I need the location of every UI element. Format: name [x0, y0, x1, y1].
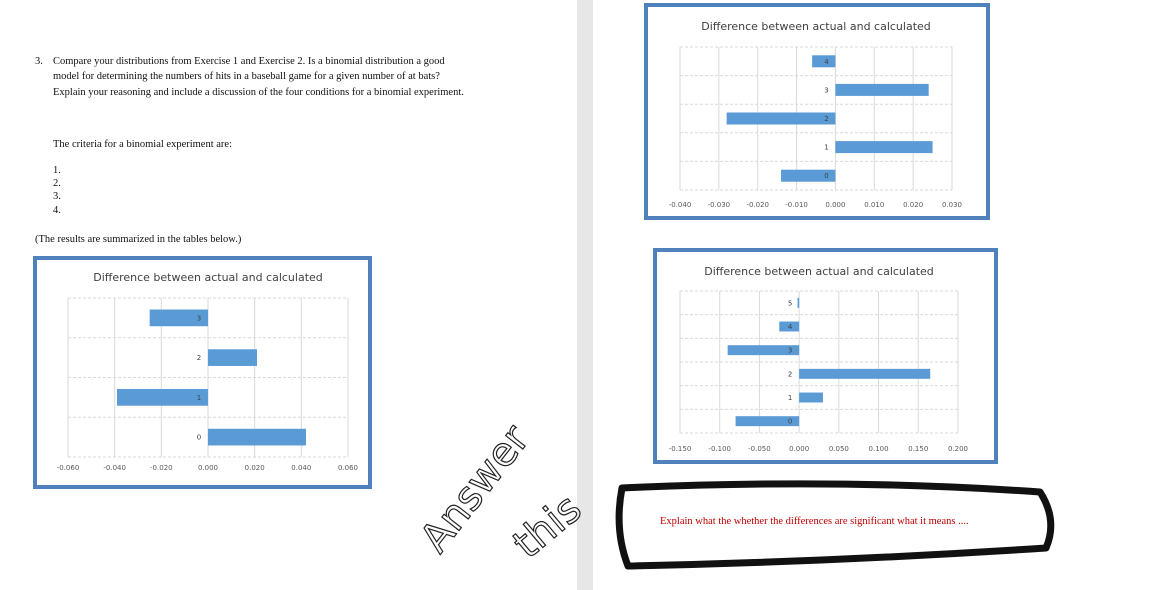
x-tick-label: 0.010	[864, 201, 884, 209]
category-label: 3	[824, 86, 828, 94]
x-tick-label: -0.010	[785, 201, 808, 209]
criteria-item: 4.	[53, 205, 61, 216]
question-line: Compare your distributions from Exercise…	[53, 56, 445, 67]
category-label: 4	[824, 58, 829, 66]
instruction: Explain what the whether the differences…	[660, 516, 969, 527]
x-tick-label: 0.150	[908, 445, 928, 453]
category-label: 0	[824, 172, 828, 180]
x-tick-label: -0.060	[57, 464, 80, 472]
x-tick-label: 0.000	[789, 445, 809, 453]
bar	[117, 389, 208, 406]
bar	[208, 428, 306, 446]
x-tick-label: -0.040	[103, 464, 126, 472]
category-label: 3	[788, 347, 792, 355]
x-tick-label: 0.200	[948, 445, 968, 453]
bar	[812, 55, 836, 68]
x-tick-label: -0.150	[669, 445, 692, 453]
criteria-item: 1.	[53, 165, 61, 176]
x-tick-label: 0.020	[903, 201, 923, 209]
x-tick-label: 0.050	[829, 445, 849, 453]
x-tick-label: -0.030	[708, 201, 731, 209]
bar	[735, 416, 800, 427]
criteria-item: 3.	[53, 191, 61, 202]
criteria-heading: The criteria for a binomial experiment a…	[53, 139, 232, 150]
category-label: 0	[788, 418, 792, 426]
category-label: 4	[788, 323, 793, 331]
bar	[149, 309, 208, 327]
chart-frame	[644, 3, 990, 220]
bar	[799, 368, 931, 379]
question-line: Explain your reasoning and include a dis…	[53, 87, 464, 98]
chart-title: Difference between actual and calculated	[93, 271, 323, 284]
x-tick-label: 0.000	[825, 201, 845, 209]
chart-title: Difference between actual and calculated	[701, 20, 931, 33]
criteria-item: 2.	[53, 178, 61, 189]
bar	[835, 83, 929, 96]
bar	[208, 349, 257, 366]
x-tick-label: 0.100	[869, 445, 889, 453]
bar	[781, 169, 836, 182]
category-label: 1	[197, 394, 201, 402]
x-tick-label: 0.000	[198, 464, 218, 472]
bar	[835, 141, 933, 154]
bar	[779, 321, 800, 332]
x-tick-label: -0.100	[708, 445, 731, 453]
category-label: 2	[824, 115, 828, 123]
page-gap	[577, 0, 593, 590]
bar	[799, 392, 823, 403]
x-tick-label: 0.040	[291, 464, 311, 472]
x-tick-label: 0.020	[245, 464, 265, 472]
question-number: 3.	[35, 56, 43, 67]
category-label: 1	[788, 394, 792, 402]
question-line: model for determining the numbers of hit…	[53, 71, 440, 82]
x-tick-label: 0.030	[942, 201, 962, 209]
category-label: 0	[197, 434, 201, 442]
chart-frame	[33, 256, 372, 489]
bar	[797, 297, 800, 308]
summary-note: (The results are summarized in the table…	[35, 234, 242, 245]
chart-title: Difference between actual and calculated	[704, 265, 934, 278]
category-label: 1	[824, 144, 828, 152]
x-tick-label: -0.020	[746, 201, 769, 209]
category-label: 3	[197, 314, 201, 322]
highlight-box	[615, 480, 1055, 570]
bar	[726, 112, 836, 125]
x-tick-label: 0.060	[338, 464, 358, 472]
x-tick-label: -0.050	[748, 445, 771, 453]
category-label: 2	[788, 370, 792, 378]
x-tick-label: -0.020	[150, 464, 173, 472]
x-tick-label: -0.040	[669, 201, 692, 209]
bar	[727, 345, 800, 356]
chart-frame	[653, 248, 998, 464]
category-label: 2	[197, 354, 201, 362]
category-label: 5	[788, 299, 792, 307]
